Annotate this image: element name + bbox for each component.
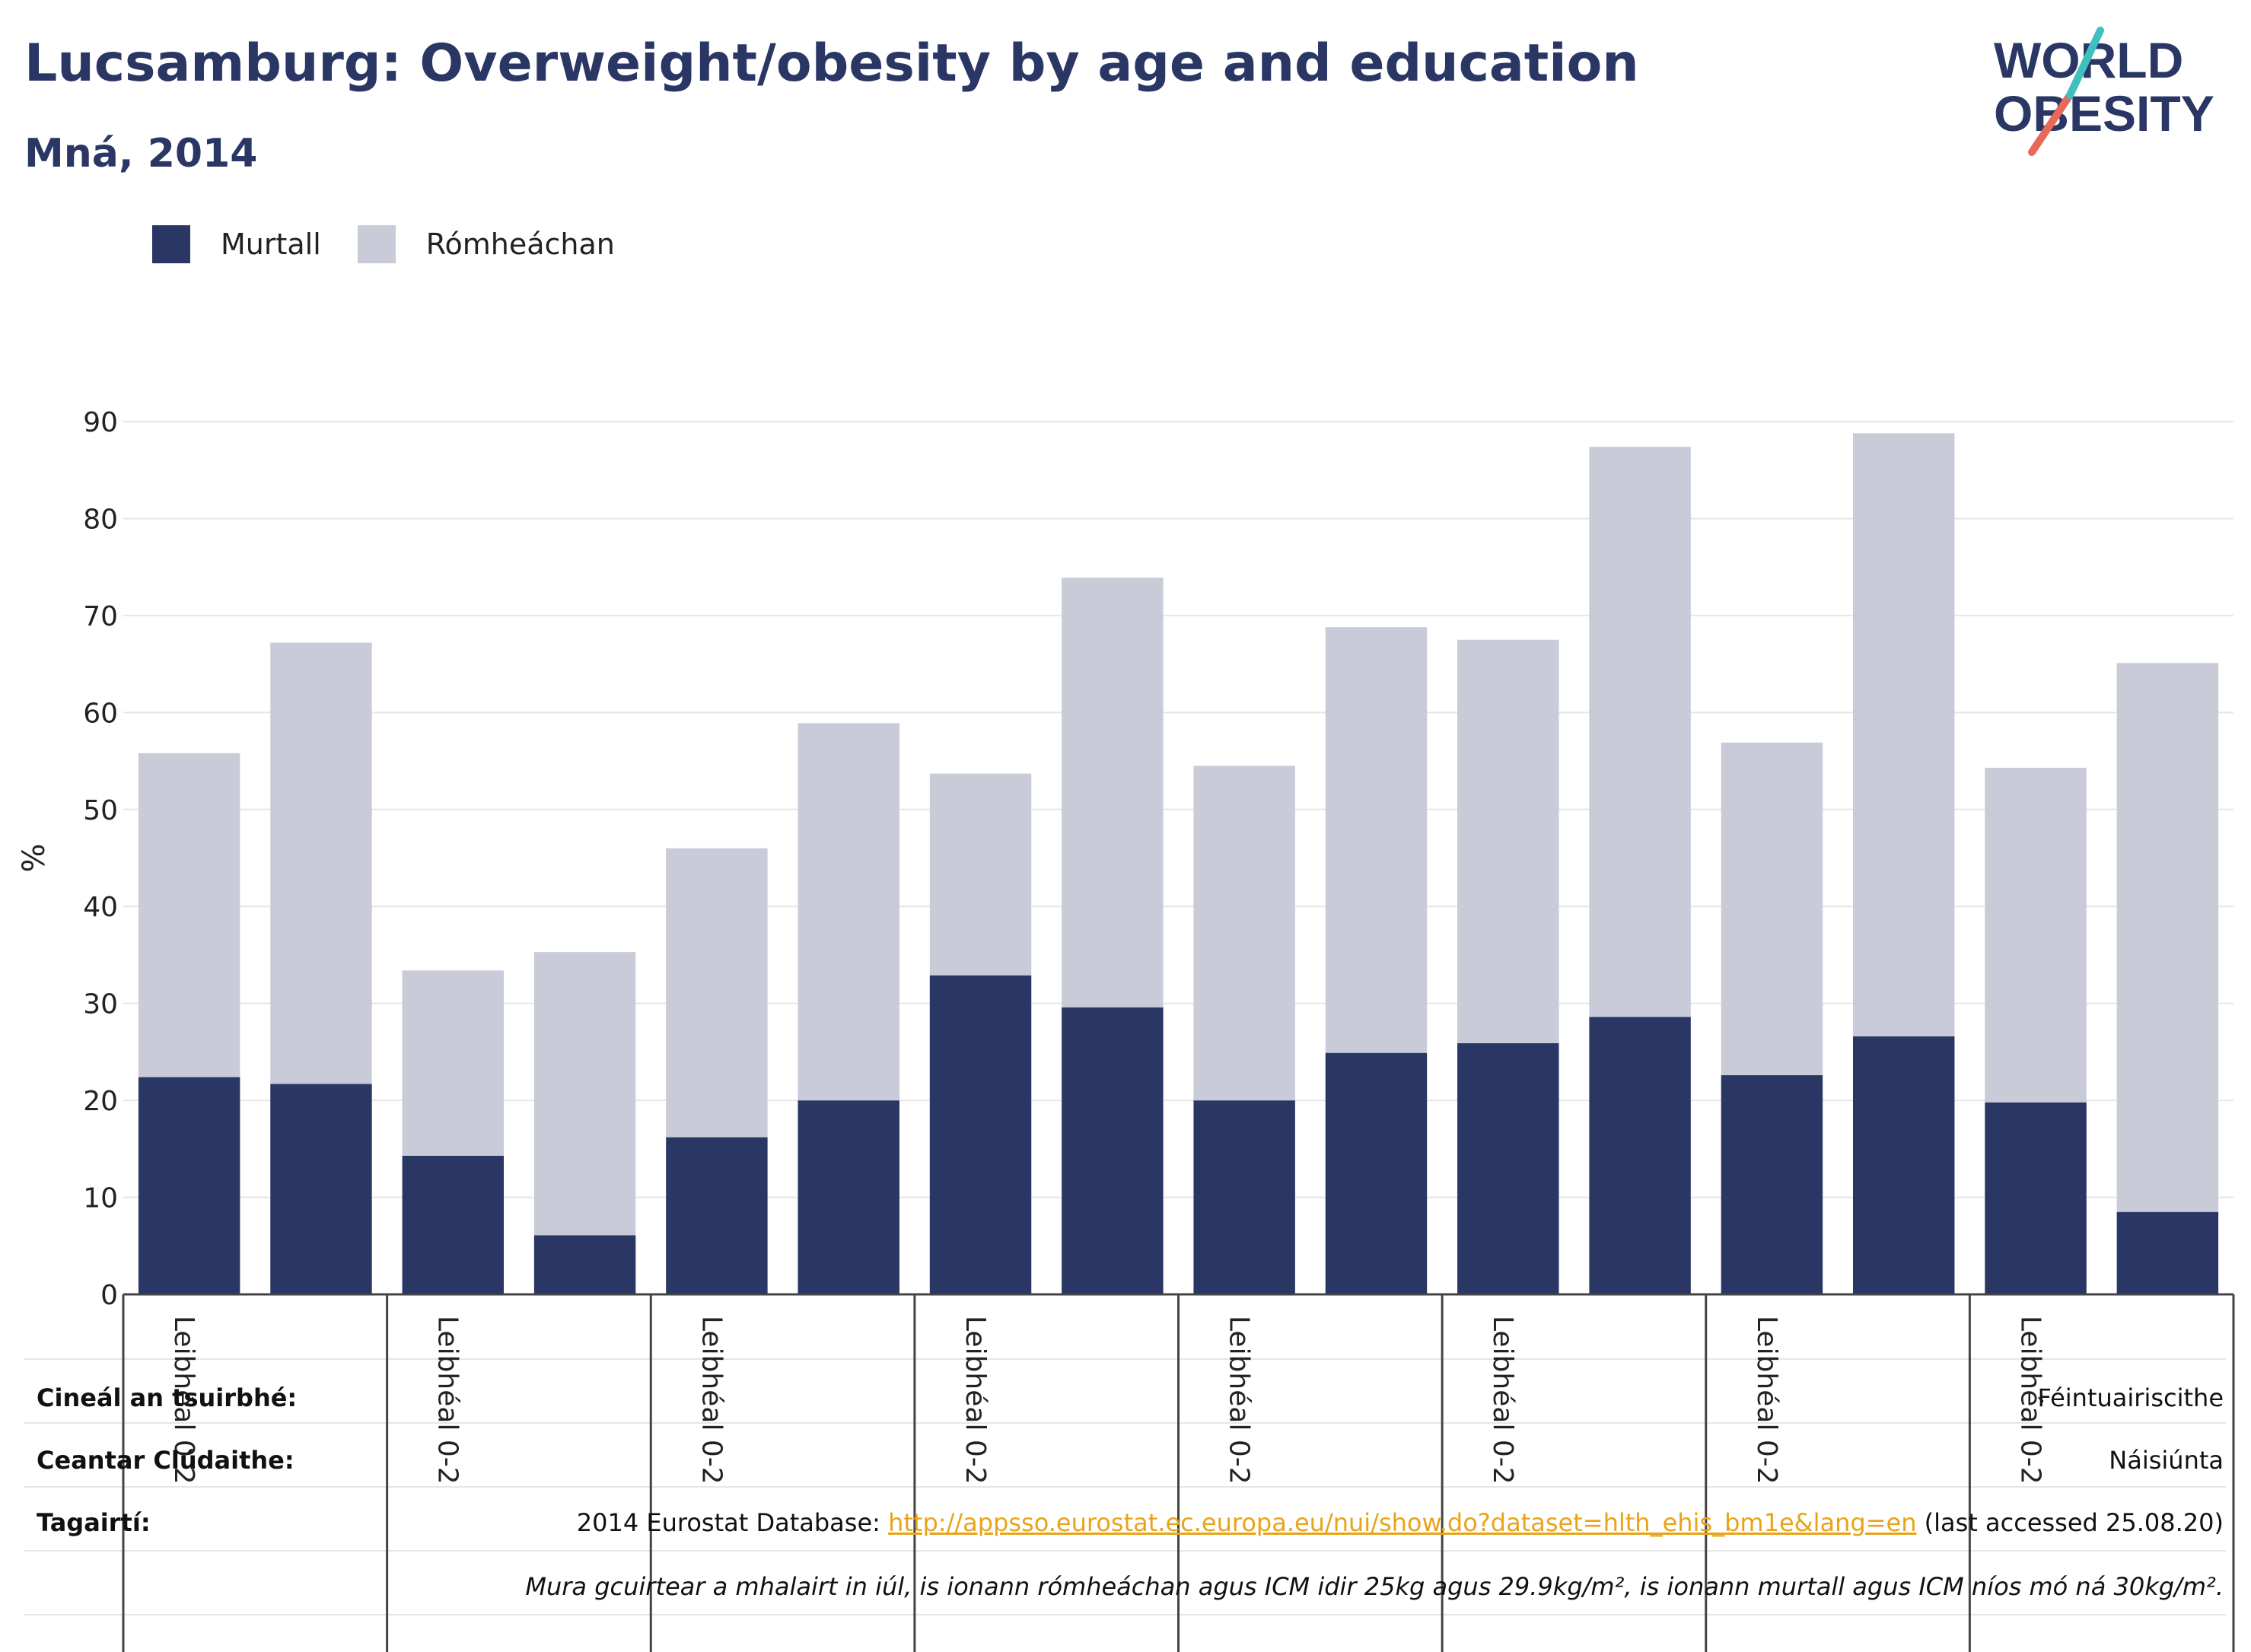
bar-obese	[666, 1137, 768, 1294]
bar-overweight	[1325, 627, 1428, 1053]
references-suffix: (last accessed 25.08.20)	[1916, 1508, 2224, 1537]
y-tick-label: 0	[100, 1280, 118, 1311]
area-value: Náisiúnta	[2109, 1446, 2224, 1475]
bar-overweight	[1852, 433, 1955, 1036]
area-label: Ceantar Clúdaithe:	[37, 1446, 295, 1475]
x-group-label: Leibhéal 0-2	[168, 1316, 199, 1485]
page-subtitle: Mná, 2014	[24, 131, 258, 177]
logo-slash-red	[2028, 91, 2074, 156]
bar-obese	[798, 1100, 899, 1294]
bar-overweight	[402, 970, 505, 1156]
y-tick-label: 60	[83, 698, 118, 729]
bar-overweight	[1062, 578, 1164, 1007]
bar-obese	[138, 1077, 240, 1294]
bar-obese	[1062, 1007, 1164, 1294]
legend-item-obese[interactable]: Murtall	[152, 225, 321, 263]
legend-label-obese: Murtall	[221, 228, 321, 261]
bar-obese	[2116, 1211, 2219, 1294]
y-tick-label: 20	[83, 1086, 118, 1117]
bar-overweight	[1721, 742, 1823, 1075]
x-group-label: Leibhéal 0-2	[1487, 1316, 1518, 1485]
survey-type-label: Cineál an tsuirbhé:	[37, 1383, 298, 1412]
bar-obese	[1457, 1042, 1559, 1294]
references-link[interactable]: http://appsso.eurostat.ec.europa.eu/nui/…	[888, 1508, 1917, 1537]
bar-overweight	[1457, 639, 1559, 1043]
logo-line2: OBESITY	[1994, 85, 2214, 142]
bar-obese	[1985, 1102, 2087, 1294]
legend-swatch-obese	[152, 225, 190, 263]
bar-obese	[270, 1084, 372, 1294]
bar-obese	[1721, 1074, 1823, 1294]
logo-slash-teal	[2066, 27, 2104, 99]
y-tick-label: 70	[83, 601, 118, 632]
bar-overweight	[798, 723, 899, 1101]
bar-obese	[929, 975, 1032, 1294]
x-group-label: Leibhéal 0-2	[1224, 1316, 1255, 1485]
bar-overweight	[1193, 766, 1295, 1101]
x-group-label: Leibhéal 0-2	[2014, 1316, 2046, 1485]
bar-obese	[1193, 1100, 1295, 1294]
legend-label-overweight: Rómheáchan	[425, 228, 615, 261]
bar-overweight	[2116, 663, 2219, 1212]
x-group-label: Leibhéal 0-2	[960, 1316, 991, 1485]
x-group-label: Leibhéal 0-2	[432, 1316, 463, 1485]
bar-obese	[533, 1235, 636, 1294]
bar-overweight	[270, 642, 372, 1084]
y-tick-label: 50	[83, 795, 118, 826]
y-tick-label: 10	[83, 1183, 118, 1214]
y-axis-label: %	[17, 843, 52, 872]
x-group-label: Leibhéal 0-2	[1751, 1316, 1782, 1485]
y-tick-label: 40	[83, 892, 118, 923]
references-label: Tagairtí:	[37, 1508, 151, 1537]
references-prefix: 2014 Eurostat Database:	[576, 1508, 889, 1537]
world-obesity-logo: WORLD OBESITY	[1994, 27, 2214, 156]
x-group-label: Leibhéal 0-2	[696, 1316, 727, 1485]
bar-obese	[1852, 1036, 1955, 1294]
bar-overweight	[1985, 767, 2087, 1103]
y-tick-label: 80	[83, 504, 118, 535]
y-tick-label: 90	[83, 407, 118, 438]
bar-overweight	[533, 952, 636, 1236]
survey-type-value: Féintuairiscithe	[2037, 1383, 2224, 1412]
bar-obese	[1589, 1017, 1691, 1294]
bar-obese	[1325, 1052, 1428, 1294]
page-title: Lucsamburg: Overweight/obesity by age an…	[24, 33, 1639, 94]
references-value: 2014 Eurostat Database: http://appsso.eu…	[577, 1508, 2224, 1537]
y-tick-label: 30	[83, 989, 118, 1020]
legend-swatch-overweight	[357, 225, 396, 263]
bar-overweight	[666, 848, 768, 1138]
bar-obese	[402, 1155, 505, 1294]
chart-legend: Murtall Rómheáchan	[152, 225, 651, 263]
bar-overweight	[138, 753, 240, 1077]
footnote: Mura gcuirtear a mhalairt in iúl, is ion…	[525, 1572, 2224, 1601]
legend-item-overweight[interactable]: Rómheáchan	[357, 225, 615, 263]
bar-overweight	[1589, 447, 1691, 1017]
bar-overweight	[929, 773, 1032, 976]
